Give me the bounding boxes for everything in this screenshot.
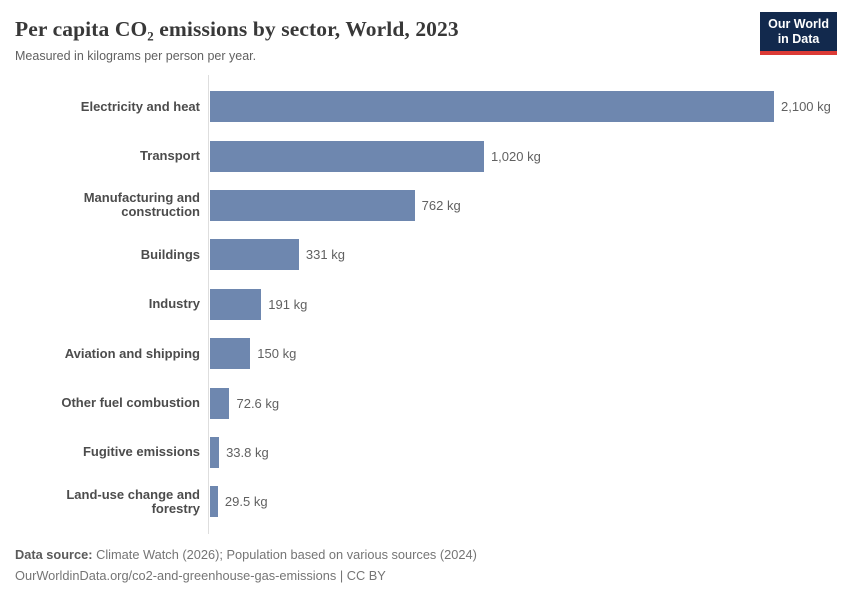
data-source-text: Climate Watch (2026); Population based o…: [92, 546, 477, 562]
data-source-line: Data source: Climate Watch (2026); Popul…: [15, 544, 835, 565]
bar[interactable]: [210, 189, 415, 221]
bar[interactable]: [210, 436, 220, 468]
owid-logo-line1: Our World: [768, 17, 829, 31]
chart-row: Aviation and shipping 150 kg: [15, 329, 835, 378]
bar[interactable]: [210, 140, 484, 172]
bar[interactable]: [210, 239, 299, 271]
chart-row: Manufacturing and construction 762 kg: [15, 181, 835, 230]
owid-logo[interactable]: Our World in Data: [760, 12, 837, 55]
data-source-label: Data source:: [15, 546, 93, 562]
chart-row: Transport 1,020 kg: [15, 131, 835, 180]
value-label: 33.8 kg: [226, 444, 269, 460]
owid-logo-line2: in Data: [777, 31, 820, 46]
bar-track: 29.5 kg: [208, 477, 835, 526]
category-label: Buildings: [140, 246, 200, 262]
bar[interactable]: [210, 91, 774, 123]
chart-title: Per capita CO₂ emissions by sector, Worl…: [15, 17, 459, 41]
chart-row: Fugitive emissions 33.8 kg: [15, 428, 835, 477]
value-label: 1,020 kg: [490, 148, 541, 164]
chart-row: Land-use change and forestry 29.5 kg: [15, 477, 835, 526]
value-label: 150 kg: [257, 346, 297, 362]
bar-track: 150 kg: [208, 329, 835, 378]
chart-subtitle: Measured in kilograms per person per yea…: [15, 49, 257, 63]
bar-track: 33.8 kg: [208, 428, 835, 477]
chart-row: Buildings 331 kg: [15, 230, 835, 279]
bar-track: 2,100 kg: [208, 82, 835, 131]
category-label: Transport: [140, 147, 200, 163]
bar[interactable]: [210, 288, 262, 320]
bar[interactable]: [210, 338, 251, 370]
bar[interactable]: [210, 387, 230, 419]
bar-track: 191 kg: [208, 280, 835, 329]
bar-track: 1,020 kg: [208, 131, 835, 180]
value-label: 191 kg: [268, 296, 308, 312]
category-label: Aviation and shipping: [64, 345, 200, 361]
chart-row: Industry 191 kg: [15, 280, 835, 329]
bar-track: 331 kg: [208, 230, 835, 279]
bar-chart: Electricity and heat 2,100 kg Transport …: [15, 75, 835, 534]
category-label: Industry: [148, 296, 200, 312]
category-label: Electricity and heat: [80, 98, 200, 114]
category-label: Manufacturing and construction: [83, 190, 200, 220]
value-label: 2,100 kg: [781, 99, 831, 115]
chart-footer: Data source: Climate Watch (2026); Popul…: [15, 544, 835, 586]
value-label: 762 kg: [421, 197, 461, 213]
chart-header: Per capita CO₂ emissions by sector, Worl…: [0, 0, 850, 63]
category-label: Fugitive emissions: [82, 444, 200, 460]
value-label: 29.5 kg: [224, 494, 268, 510]
url-license-line: OurWorldinData.org/co2-and-greenhouse-ga…: [15, 567, 386, 583]
chart-row: Electricity and heat 2,100 kg: [15, 82, 835, 131]
bar-track: 72.6 kg: [208, 378, 835, 427]
bar-track: 762 kg: [208, 181, 835, 230]
value-label: 331 kg: [305, 247, 345, 263]
chart-row: Other fuel combustion 72.6 kg: [15, 378, 835, 427]
category-label: Land-use change and forestry: [66, 486, 200, 516]
bar[interactable]: [210, 486, 218, 518]
value-label: 72.6 kg: [236, 395, 280, 411]
category-label: Other fuel combustion: [61, 394, 200, 410]
